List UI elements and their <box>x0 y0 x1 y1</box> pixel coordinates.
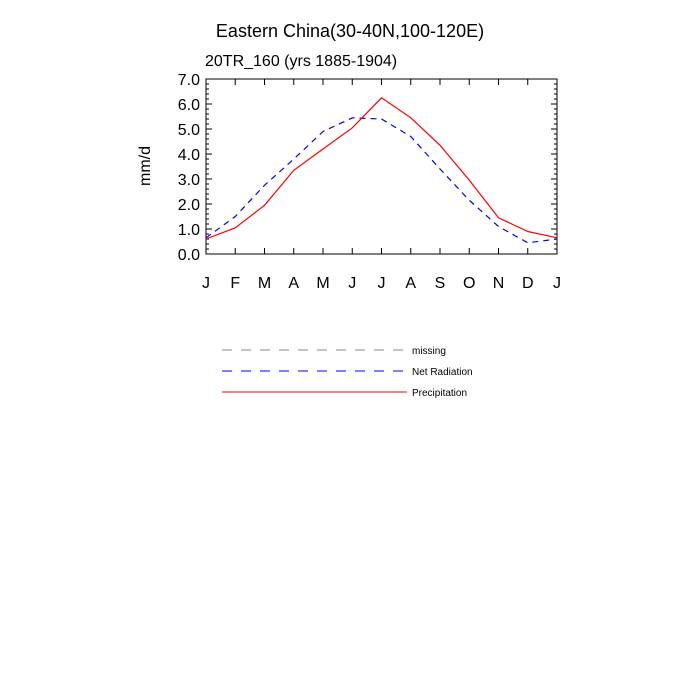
y-tick-label: 6.0 <box>178 97 200 114</box>
y-tick-label: 4.0 <box>178 147 200 164</box>
legend: missing Net Radiation Precipitation <box>222 346 473 399</box>
x-tick-label: J <box>378 275 386 292</box>
y-tick-label: 1.0 <box>178 222 200 239</box>
y-axis-label: mm/d <box>137 146 154 186</box>
plot-frame <box>205 78 558 255</box>
legend-label: Precipitation <box>412 388 467 399</box>
x-tick-label: S <box>435 275 446 292</box>
axis-ticks <box>205 78 558 255</box>
x-tick-label: N <box>493 275 505 292</box>
legend-label: Net Radiation <box>412 367 473 378</box>
series-line-precipitation <box>205 97 558 240</box>
x-tick-label: J <box>553 275 561 292</box>
chart-subtitle: 20TR_160 (yrs 1885-1904) <box>205 53 397 70</box>
x-tick-label: M <box>316 275 329 292</box>
legend-label: missing <box>412 346 446 357</box>
x-tick-label: J <box>348 275 356 292</box>
y-tick-labels: 0.0 1.0 2.0 3.0 4.0 5.0 6.0 7.0 <box>178 72 200 264</box>
y-tick-label: 0.0 <box>178 247 200 264</box>
x-tick-label: A <box>288 275 299 292</box>
y-tick-label: 7.0 <box>178 72 200 89</box>
series-lines <box>205 97 558 244</box>
y-tick-label: 5.0 <box>178 122 200 139</box>
x-tick-label: A <box>405 275 416 292</box>
series-line-net-radiation <box>205 117 558 244</box>
x-tick-label: M <box>258 275 271 292</box>
x-tick-label: J <box>202 275 210 292</box>
x-tick-label: F <box>230 275 240 292</box>
x-tick-label: D <box>522 275 534 292</box>
y-tick-label: 2.0 <box>178 197 200 214</box>
chart-title: Eastern China(30-40N,100-120E) <box>216 21 484 41</box>
x-tick-label: O <box>463 275 475 292</box>
y-tick-label: 3.0 <box>178 172 200 189</box>
